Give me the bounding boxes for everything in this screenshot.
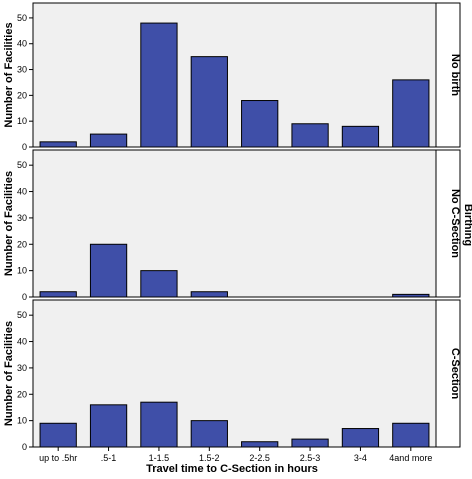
- panel-strip-frame: [435, 2, 461, 148]
- labels-layer: Travel time to C-Section in hours Birthi…: [146, 204, 472, 475]
- outer-strip-label: Birthing: [462, 204, 472, 246]
- bar-2-8: [392, 293, 430, 298]
- bar-1-5: [241, 100, 279, 148]
- y-tick-label: 30: [17, 363, 27, 373]
- bar-1-8: [392, 79, 430, 148]
- bar-2-4: [190, 291, 228, 298]
- y-tick-label: 20: [17, 389, 27, 399]
- bar-2-1: [39, 291, 77, 298]
- x-tick-label: 4and more: [389, 453, 432, 463]
- y-axis-title: Number of Facilities: [3, 171, 15, 276]
- bar-3-6: [291, 438, 329, 448]
- bar-3-2: [89, 404, 128, 448]
- bar-1-6: [291, 123, 329, 148]
- bar-3-5: [241, 441, 279, 448]
- bar-1-1: [39, 141, 77, 148]
- y-tick-label: 30: [17, 213, 27, 223]
- y-axis-title: Number of Facilities: [3, 22, 15, 127]
- x-tick-label: .5-1: [101, 453, 117, 463]
- y-tick-label: 40: [17, 337, 27, 347]
- x-axis-title: Travel time to C-Section in hours: [146, 463, 318, 475]
- bar-2-3: [140, 270, 178, 298]
- y-tick-label: 20: [17, 239, 27, 249]
- bar-1-4: [190, 56, 228, 148]
- panel-strip-label: No C-Section: [449, 189, 461, 258]
- bar-1-7: [341, 125, 380, 148]
- bar-3-4: [190, 420, 228, 448]
- x-tick-label: 2-2.5: [249, 453, 270, 463]
- bar-3-3: [140, 401, 178, 448]
- panel-strip-frame: [435, 149, 461, 298]
- y-axis-title: Number of Facilities: [3, 321, 15, 426]
- y-tick-label: 50: [17, 160, 27, 170]
- bar-3-1: [39, 422, 77, 448]
- panel-frame: [32, 2, 437, 148]
- panel-strip-label: C-Section: [449, 348, 461, 400]
- bar-1-2: [89, 133, 128, 148]
- y-tick-label: 40: [17, 39, 27, 49]
- x-tick-label: 1-1.5: [149, 453, 170, 463]
- y-tick-label: 10: [17, 416, 27, 426]
- panel-strip-label: No birth: [449, 54, 461, 96]
- y-tick-label: 0: [22, 442, 27, 452]
- y-tick-label: 40: [17, 187, 27, 197]
- bar-3-7: [341, 428, 380, 448]
- panel-strip-frame: [435, 299, 461, 448]
- x-tick-label: 3-4: [354, 453, 367, 463]
- x-tick-label: 2.5-3: [300, 453, 321, 463]
- y-tick-label: 0: [22, 292, 27, 302]
- bar-1-3: [140, 22, 178, 148]
- y-tick-label: 50: [17, 13, 27, 23]
- x-tick-label: 1.5-2: [199, 453, 220, 463]
- bar-2-2: [89, 243, 128, 298]
- y-tick-label: 10: [17, 266, 27, 276]
- bar-3-8: [392, 422, 430, 448]
- y-tick-label: 50: [17, 310, 27, 320]
- y-tick-label: 30: [17, 65, 27, 75]
- y-tick-label: 0: [22, 142, 27, 152]
- y-tick-label: 10: [17, 116, 27, 126]
- y-tick-label: 20: [17, 90, 27, 100]
- x-tick-label: up to .5hr: [39, 453, 77, 463]
